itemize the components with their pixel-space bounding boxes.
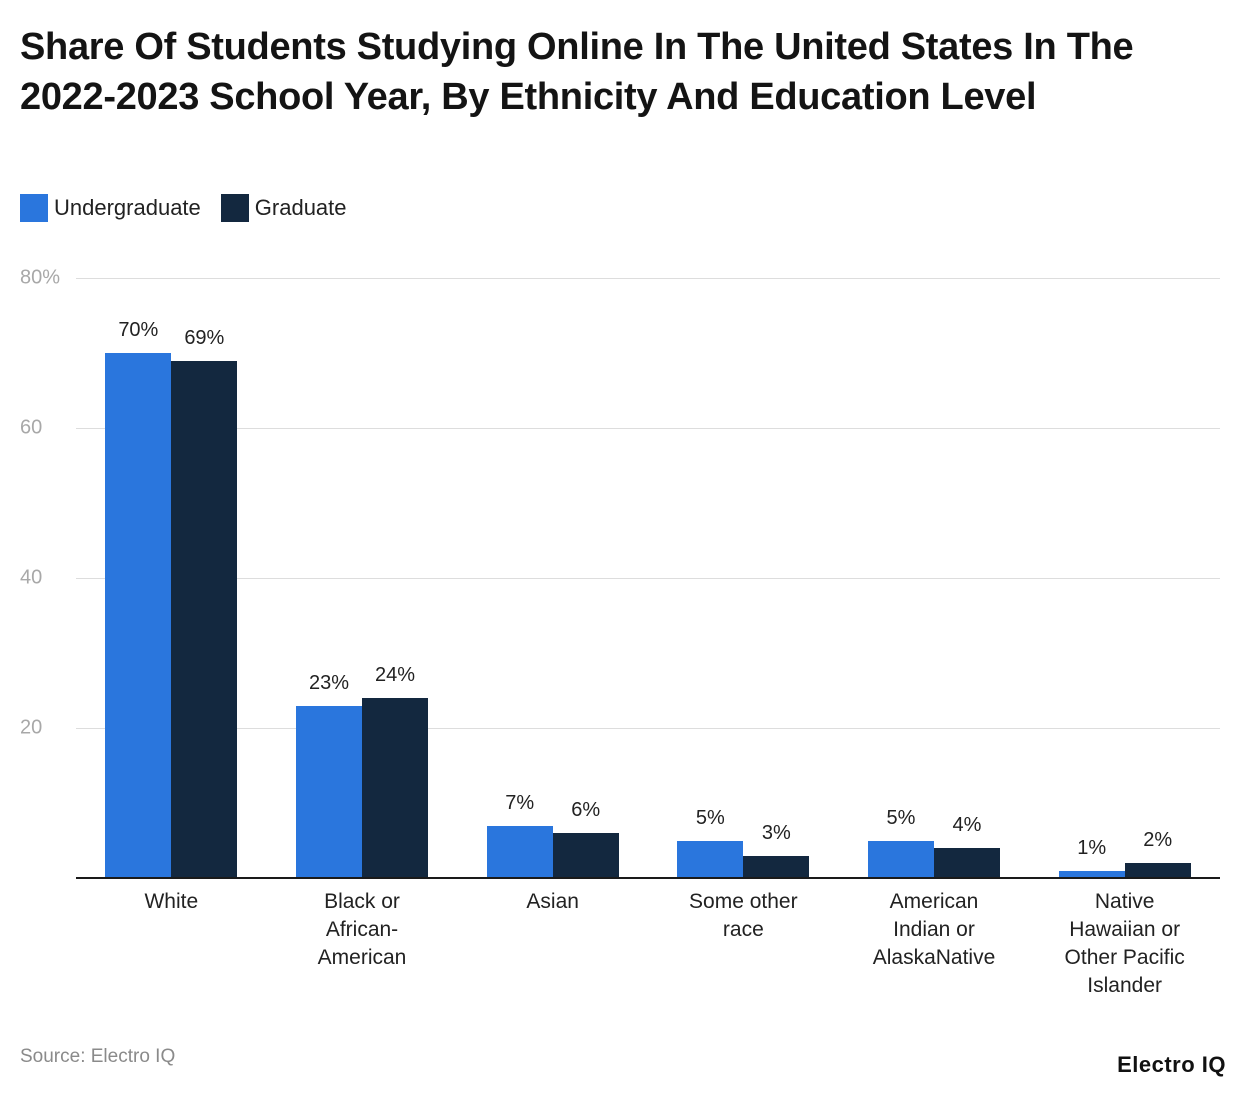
x-axis-label: Some other race — [658, 888, 828, 944]
bar-undergraduate[interactable] — [486, 825, 553, 878]
legend-label-undergraduate: Undergraduate — [54, 195, 201, 220]
x-axis-label-line: Native — [1094, 890, 1155, 913]
x-axis-baseline — [76, 877, 1220, 879]
x-axis-label-line: Indian or — [893, 918, 975, 941]
source-note: Source: Electro IQ — [20, 1046, 176, 1067]
bar-value-label: 4% — [952, 814, 982, 836]
bar-value-label: 69% — [184, 326, 225, 349]
chart-legend: Undergraduate Graduate — [20, 194, 367, 222]
x-axis-label-line: Hawaiian or — [1069, 918, 1181, 941]
legend-item-graduate[interactable]: Graduate — [220, 194, 347, 222]
x-axis-label-line: American — [317, 946, 407, 969]
brand-logo: Electro IQ — [1117, 1052, 1226, 1077]
bar-value-label: 23% — [308, 671, 350, 694]
x-axis-label-line: White — [144, 890, 199, 913]
chart-title: Share Of Students Studying Online In The… — [20, 26, 1134, 118]
gridline — [76, 728, 1220, 729]
bar-value-label: 2% — [1143, 829, 1173, 851]
gridline — [76, 578, 1220, 579]
bar-graduate[interactable] — [1124, 863, 1191, 878]
bar-undergraduate[interactable] — [105, 353, 172, 878]
x-axis-label-line: race — [722, 918, 764, 941]
bar-value-label: 5% — [886, 806, 916, 829]
bar-graduate[interactable] — [934, 848, 1000, 878]
gridline — [76, 428, 1220, 429]
legend-item-undergraduate[interactable]: Undergraduate — [20, 194, 201, 222]
x-axis-label: Native Hawaiian or Other Pacific Islander — [1040, 888, 1210, 1000]
bar-graduate[interactable] — [743, 855, 810, 878]
x-axis-label-line: American — [889, 890, 979, 913]
x-axis-label-line: Some other — [689, 890, 798, 913]
x-axis-label-line: Islander — [1087, 974, 1163, 997]
bar-graduate[interactable] — [362, 698, 428, 878]
x-axis-label: American Indian or AlaskaNative — [849, 888, 1019, 972]
bar-value-label: 24% — [374, 664, 416, 686]
gridline — [76, 278, 1220, 279]
legend-swatch-undergraduate — [20, 194, 48, 222]
x-axis-label-line: Other Pacific — [1064, 946, 1185, 969]
bar-value-label: 7% — [505, 791, 535, 814]
bar-undergraduate[interactable] — [1058, 870, 1125, 878]
bar-value-label: 1% — [1077, 836, 1107, 859]
x-axis-label-line: Asian — [526, 890, 579, 913]
y-tick-label: 40 — [20, 566, 43, 589]
x-axis-label-line: Black or — [324, 890, 400, 913]
y-tick-label: 60 — [20, 416, 43, 439]
x-axis-label: Black or African- American — [277, 888, 447, 972]
y-tick-label: 20 — [20, 716, 43, 739]
y-tick-label: 80% — [20, 266, 61, 289]
x-axis-label-line: AlaskaNative — [872, 946, 996, 969]
bar-graduate[interactable] — [552, 833, 619, 878]
bar-undergraduate[interactable] — [868, 840, 934, 878]
bar-undergraduate[interactable] — [677, 840, 744, 878]
bar-value-label: 6% — [571, 799, 601, 821]
x-axis-label: White — [86, 888, 256, 916]
legend-label-graduate: Graduate — [254, 195, 347, 220]
x-axis-label: Asian — [468, 888, 638, 916]
bar-value-label: 5% — [695, 806, 725, 829]
bar-graduate[interactable] — [171, 360, 238, 878]
x-axis-label-line: African- — [325, 918, 399, 941]
bar-value-label: 3% — [761, 821, 791, 844]
bar-value-label: 70% — [118, 319, 159, 341]
bar-undergraduate[interactable] — [296, 705, 362, 878]
legend-swatch-graduate — [220, 194, 249, 222]
